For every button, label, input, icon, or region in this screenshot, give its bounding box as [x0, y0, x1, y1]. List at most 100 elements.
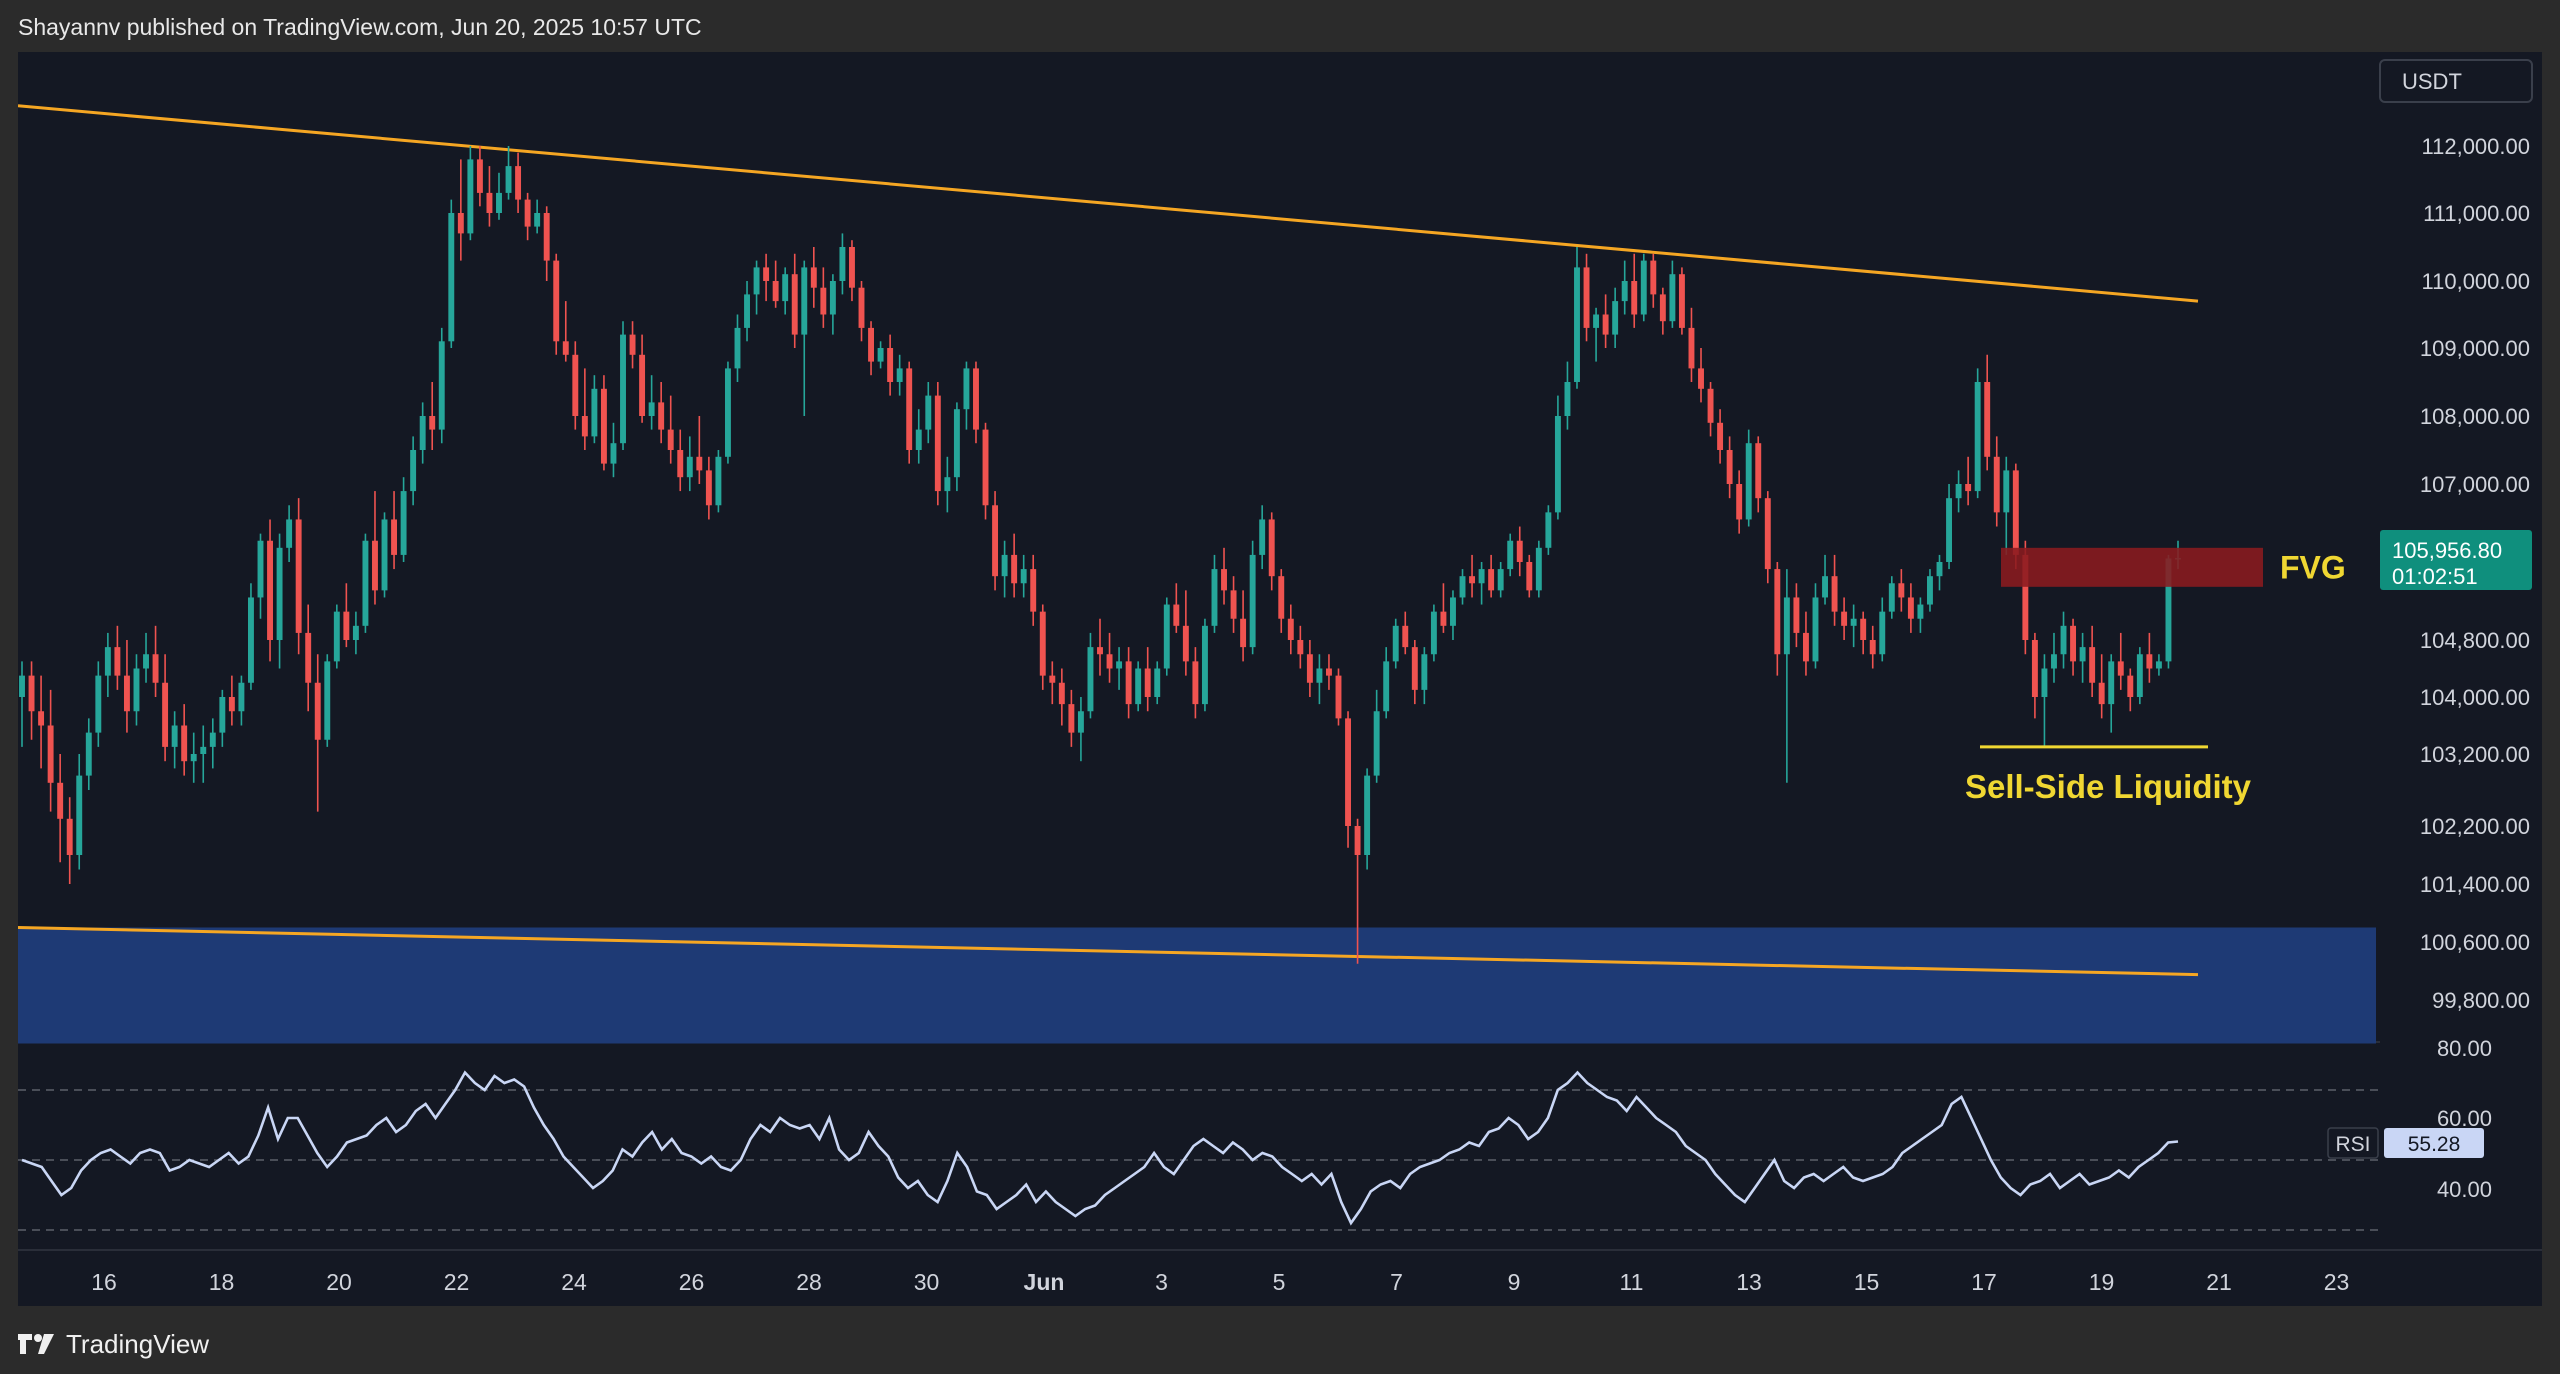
candle-body — [1993, 456, 2000, 513]
candle — [1669, 260, 1676, 328]
candle — [457, 159, 464, 261]
candle — [381, 512, 388, 598]
candle-body — [934, 395, 941, 492]
upper-trendline — [18, 104, 2199, 303]
candle-body — [686, 456, 693, 478]
time-tick-label: 13 — [1736, 1269, 1762, 1295]
candle-body — [2003, 470, 2010, 513]
candle-body — [1182, 625, 1189, 662]
candle — [973, 361, 979, 444]
candle — [200, 725, 207, 783]
candle-body — [1507, 540, 1514, 570]
candle — [476, 146, 483, 207]
candle — [410, 436, 417, 506]
candle-body — [524, 199, 531, 227]
candle-body — [28, 675, 35, 712]
candle-body — [849, 247, 855, 288]
candle — [28, 661, 35, 740]
time-tick-label: 21 — [2206, 1269, 2232, 1295]
candle-body — [1240, 618, 1247, 648]
candle — [1650, 253, 1657, 308]
candle-body — [973, 368, 979, 430]
candle-body — [66, 818, 73, 855]
candle-body — [247, 597, 254, 683]
candle-body — [724, 368, 731, 457]
candle — [1698, 348, 1704, 403]
candle-body — [1068, 704, 1075, 733]
candle-body — [658, 402, 665, 430]
candle — [267, 519, 273, 662]
time-tick-label: 17 — [1971, 1269, 1997, 1295]
chart-frame[interactable]: FVG Sell-Side Liquidity 112,000.00 111,000… — [18, 52, 2542, 1306]
candle — [620, 321, 626, 450]
candle-body — [438, 341, 445, 430]
candle-body — [877, 348, 884, 362]
time-tick-label: 26 — [679, 1269, 705, 1295]
last-price-badge — [2380, 529, 2532, 590]
candle — [534, 199, 541, 234]
rsi-value-label: 55.28 — [2408, 1133, 2461, 1156]
candle — [1707, 382, 1714, 437]
candle-body — [95, 675, 102, 733]
candle — [305, 604, 312, 712]
candle — [1335, 668, 1342, 726]
candle-body — [1621, 281, 1628, 302]
candle-body — [744, 294, 750, 328]
candle-body — [1450, 597, 1456, 626]
candle-body — [171, 725, 178, 747]
candle — [343, 583, 350, 648]
time-tick-label: 20 — [326, 1269, 352, 1295]
candle — [1354, 818, 1361, 964]
candle-body — [1049, 675, 1056, 683]
candle-body — [352, 625, 359, 640]
candle-body — [1736, 484, 1743, 520]
rsi-name-badge — [2327, 1127, 2379, 1159]
sell-side-label: Sell-Side Liquidity — [1965, 768, 2252, 805]
time-tick-label: 24 — [561, 1269, 587, 1295]
candle — [1898, 569, 1905, 612]
candle — [1688, 307, 1695, 382]
candle — [2051, 632, 2057, 683]
footer[interactable]: TradingView — [18, 1328, 209, 1360]
candle-body — [295, 519, 302, 633]
candle-body — [944, 477, 951, 492]
currency-button[interactable] — [2379, 59, 2533, 103]
candle-body — [1411, 647, 1418, 690]
candle-body — [190, 754, 197, 762]
price-tick-label: 110,000.00 — [2422, 269, 2530, 294]
candle — [391, 491, 398, 570]
candle — [1058, 668, 1065, 726]
candle — [324, 654, 331, 747]
candle — [1564, 361, 1571, 430]
candle-body — [1116, 661, 1123, 669]
candle — [1478, 562, 1485, 605]
candle-body — [1077, 711, 1084, 733]
candle-body — [2031, 640, 2038, 697]
candle — [1574, 247, 1580, 389]
candle — [1764, 491, 1771, 584]
candle-body — [782, 274, 789, 302]
candle-body — [810, 267, 817, 288]
candle-body — [1163, 604, 1170, 669]
candle-body — [1574, 267, 1580, 382]
candle — [610, 422, 617, 478]
candle — [85, 718, 92, 790]
candle — [562, 301, 569, 362]
candle-body — [1755, 443, 1762, 499]
candle-body — [2089, 647, 2096, 683]
candle-body — [906, 368, 913, 450]
candlestick-chart[interactable]: FVG Sell-Side Liquidity 112,000.00 111,000… — [18, 52, 2542, 1306]
candle-body — [1678, 274, 1685, 328]
candle — [1631, 253, 1638, 328]
candle — [2089, 625, 2096, 697]
candle-body — [620, 334, 626, 444]
candle — [1993, 436, 2000, 527]
candle-body — [1774, 569, 1781, 655]
last-price-countdown: 01:02:51 — [2392, 564, 2478, 589]
candle-body — [1354, 826, 1361, 855]
candle-body — [391, 519, 398, 555]
time-tick-label: 22 — [444, 1269, 470, 1295]
candle — [47, 689, 54, 812]
candle — [753, 260, 760, 315]
candle — [667, 395, 674, 464]
